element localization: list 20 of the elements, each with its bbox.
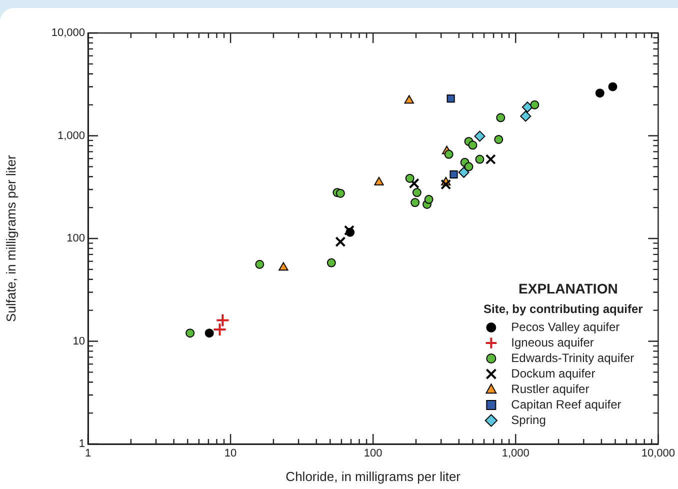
legend-label: Spring — [511, 412, 546, 427]
legend-label: Rustler aquifer — [511, 382, 590, 396]
legend-label: Pecos Valley aquifer — [511, 320, 620, 334]
y-tick-label: 10 — [72, 335, 85, 348]
legend-label: Capitan Reef aquifer — [511, 397, 622, 412]
legend-title: Site, by contributing aquifer — [484, 302, 644, 316]
x-tick-label: 100 — [364, 448, 382, 460]
x-tick-label: 10 — [224, 448, 237, 460]
legend-label: Igneous aquifer — [511, 335, 594, 350]
y-axis-title: Sulfate, in milligrams per liter — [3, 154, 18, 322]
y-tick-label: 1,000 — [57, 130, 85, 142]
y-tick-label: 100 — [66, 232, 85, 245]
annotation: EXPLANATION — [518, 280, 618, 296]
x-tick-label: 10,000 — [641, 448, 676, 460]
y-tick-label: 10,000 — [51, 27, 85, 40]
y-tick-label: 1 — [78, 438, 85, 450]
x-tick-label: 1,000 — [502, 448, 530, 460]
legend-label: Edwards-Trinity aquifer — [511, 350, 634, 365]
x-axis-title: Chloride, in milligrams per liter — [286, 468, 462, 484]
legend-label: Dockum aquifer — [511, 366, 596, 380]
